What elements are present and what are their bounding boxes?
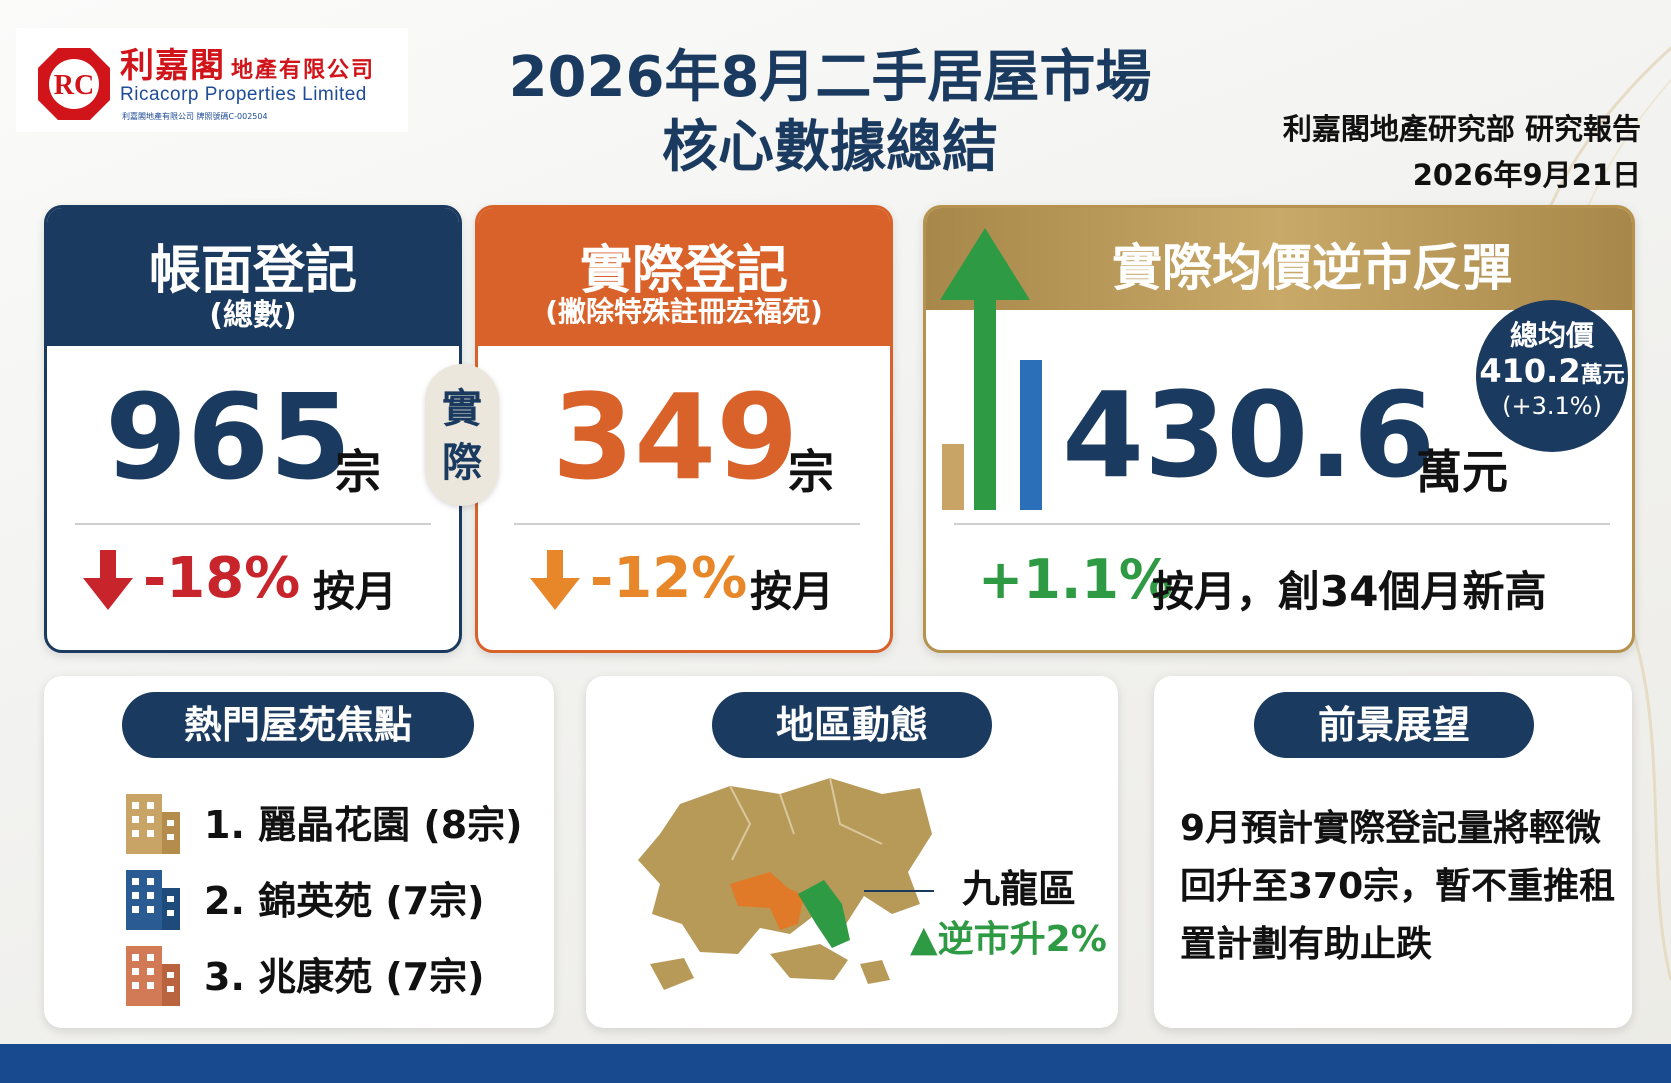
actual-registration-card: 實際登記 (撇除特殊註冊宏福苑) 349 宗 -12% 按月 <box>475 205 893 653</box>
report-source: 利嘉閣地產研究部 研究報告 <box>1282 112 1641 146</box>
building-icon <box>126 870 180 930</box>
estate-label: 3. 兆康苑 (7宗) <box>204 955 485 999</box>
svg-text:RC: RC <box>54 70 94 101</box>
hot-estates-card: 熱門屋苑焦點 1. 麗晶花園 (8宗) 2. 錦英苑 (7宗) 3. 兆康苑 <box>44 676 554 1028</box>
card-subtitle: (撇除特殊註冊宏福苑) <box>545 295 823 328</box>
card-header: 實際均價逆市反彈 <box>926 208 1632 310</box>
ricacorp-logo-icon: RC <box>38 48 110 120</box>
card-title: 實際均價逆市反彈 <box>1112 239 1512 297</box>
rising-bar-chart-icon <box>940 228 1042 510</box>
outlook-text: 9月預計實際登記量將輕微回升至370宗，暫不重推租置計劃有助止跌 <box>1180 808 1616 965</box>
card-subtitle: (總數) <box>209 298 297 333</box>
change-period: 按月 <box>313 567 398 616</box>
estate-label: 2. 錦英苑 (7宗) <box>204 879 485 923</box>
connector-label: 實際 <box>442 386 482 486</box>
book-change-percent: -18% <box>143 546 301 611</box>
building-icon <box>126 794 180 854</box>
average-price-value: 430.6 <box>1062 366 1436 504</box>
district-name: 九龍區 <box>962 867 1077 911</box>
book-registration-card: 帳面登記 (總數) 965 宗 -18% 按月 <box>44 205 462 653</box>
district-card: 地區動態 <box>586 676 1118 1028</box>
card-divider <box>75 523 431 525</box>
report-date: 2026年9月21日 <box>1412 158 1641 192</box>
district-change: ▲逆市升2% <box>910 919 1107 960</box>
down-arrow-icon <box>83 550 133 610</box>
overall-average-label: 總均價 <box>1509 319 1594 352</box>
connector-pill <box>425 364 499 506</box>
logo-chinese-name: 利嘉閣 地產有限公司 <box>120 46 376 86</box>
actual-change-percent: -12% <box>590 546 748 611</box>
price-unit: 萬元 <box>1416 445 1508 499</box>
outlook-card: 前景展望 <box>1154 676 1632 1028</box>
logo-english-name: Ricacorp Properties Limited <box>120 84 367 105</box>
estate-label: 1. 麗晶花園 (8宗) <box>204 803 523 847</box>
book-count-value: 965 <box>105 368 352 506</box>
footer-bar <box>0 1044 1671 1083</box>
count-unit: 宗 <box>335 445 381 499</box>
outlook-title: 前景展望 <box>1254 692 1534 758</box>
page-title-line2: 核心數據總結 <box>662 115 998 180</box>
logo-license: 利嘉閣地產有限公司 牌照號碼C-002504 <box>122 112 268 121</box>
card-title: 帳面登記 <box>148 241 357 301</box>
card-title: 實際登記 <box>579 241 788 301</box>
actual-count-value: 349 <box>552 368 799 506</box>
change-period: 按月 <box>750 567 835 616</box>
price-change-percent: +1.1% <box>978 548 1174 611</box>
card-header: 實際登記 (撇除特殊註冊宏福苑) <box>478 208 890 346</box>
card-header: 帳面登記 (總數) <box>47 208 459 346</box>
hot-estates-title: 熱門屋苑焦點 <box>122 692 474 758</box>
overall-average-badge: 總均價 410.2萬元 (+3.1%) <box>1476 300 1628 452</box>
card-divider <box>514 523 860 525</box>
card-divider <box>954 523 1610 525</box>
district-title: 地區動態 <box>712 692 992 758</box>
building-icon <box>126 946 180 1006</box>
down-arrow-icon <box>530 550 580 610</box>
kowloon-pointer-line <box>864 890 934 892</box>
hong-kong-map-icon <box>638 777 932 990</box>
overall-average-value: 410.2萬元 <box>1479 352 1625 390</box>
price-change-note: 按月，創34個月新高 <box>1152 567 1547 616</box>
overall-average-change: (+3.1%) <box>1502 392 1602 420</box>
count-unit: 宗 <box>788 445 834 499</box>
page-title-line1: 2026年8月二手居屋市場 <box>508 45 1152 110</box>
average-price-card: 實際均價逆市反彈 430.6 萬元 +1.1% 按月，創34個月新高 <box>923 205 1635 653</box>
company-logo: RC 利嘉閣 地產有限公司 Ricacorp Properties Limited… <box>16 28 408 132</box>
